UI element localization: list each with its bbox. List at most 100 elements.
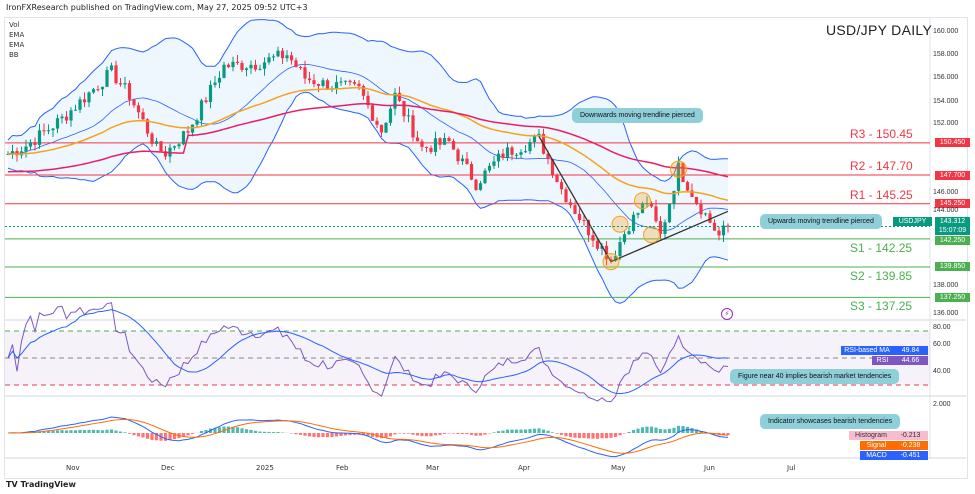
price-axis-label: 160.000 bbox=[933, 27, 959, 35]
macd-histogram-bar bbox=[312, 433, 316, 437]
candle-body bbox=[150, 133, 154, 144]
candle-body bbox=[222, 64, 226, 78]
candle-body bbox=[573, 205, 577, 214]
bb-fill bbox=[8, 19, 728, 304]
legend-ema[interactable]: EMA bbox=[9, 41, 25, 49]
candle-body bbox=[618, 242, 622, 257]
candle-body bbox=[91, 89, 96, 93]
legend-ema[interactable]: EMA bbox=[9, 31, 25, 39]
macd-histogram-bar bbox=[523, 429, 528, 433]
candle-body bbox=[384, 122, 388, 133]
macd-histogram-bar bbox=[609, 433, 613, 438]
candle-body bbox=[424, 146, 429, 148]
candle-body bbox=[339, 81, 343, 83]
macd-histogram-bar bbox=[42, 430, 46, 433]
candle-body bbox=[46, 130, 51, 132]
macd-histogram-bar bbox=[222, 426, 226, 433]
macd-histogram-bar bbox=[699, 431, 703, 433]
macd-histogram-bar bbox=[541, 429, 546, 433]
macd-histogram-bar bbox=[726, 433, 730, 436]
macd-histogram-bar bbox=[618, 433, 622, 436]
price-axis-label: 156.000 bbox=[933, 74, 959, 82]
candle-body bbox=[118, 83, 123, 85]
price-axis-label: 138.000 bbox=[933, 282, 959, 289]
macd-histogram-bar bbox=[460, 433, 465, 435]
candle-body bbox=[708, 213, 712, 223]
candle-body bbox=[388, 108, 393, 123]
candle-body bbox=[204, 100, 208, 103]
candle-body bbox=[24, 146, 28, 152]
macd-value: -0.451 bbox=[893, 451, 928, 460]
candle-body bbox=[253, 64, 258, 70]
macd-histogram-bar bbox=[640, 427, 645, 433]
price-axis-label: 136.000 bbox=[933, 310, 959, 318]
candle-body bbox=[366, 95, 370, 106]
macd-histogram-bar bbox=[456, 433, 460, 434]
candle-body bbox=[501, 153, 505, 158]
candle-body bbox=[622, 234, 627, 243]
candle-body bbox=[726, 225, 730, 227]
date-axis-label: Jun bbox=[704, 464, 715, 472]
macd-histogram-bar bbox=[118, 431, 123, 433]
macd-histogram-bar bbox=[631, 429, 636, 433]
macd-histogram-bar bbox=[645, 426, 649, 433]
macd-histogram-bar bbox=[388, 433, 393, 437]
candle-body bbox=[262, 62, 267, 69]
countdown-tag: 15:07:09 bbox=[935, 226, 970, 236]
candle-body bbox=[483, 170, 487, 184]
callout-downtrend: Downwards moving trendline pierced bbox=[572, 108, 703, 123]
candle-body bbox=[361, 86, 366, 96]
rsi-axis-label: 80.00 bbox=[933, 324, 951, 331]
candle-body bbox=[208, 84, 213, 103]
candle-body bbox=[73, 109, 78, 111]
macd-histogram-bar bbox=[253, 430, 258, 433]
candle-body bbox=[568, 202, 573, 206]
candle-body bbox=[420, 141, 424, 147]
highlight-circle bbox=[670, 160, 687, 178]
signal-value: -0.238 bbox=[893, 441, 928, 450]
legend-vol[interactable]: Vol bbox=[9, 21, 20, 29]
callout-rsi: Figure near 40 implies bearish market te… bbox=[730, 369, 900, 384]
candle-body bbox=[343, 80, 348, 82]
candle-body bbox=[609, 259, 613, 261]
macd-histogram-bar bbox=[87, 429, 91, 433]
candle-body bbox=[82, 99, 87, 103]
flash-icon[interactable]: ⚡ bbox=[721, 308, 733, 320]
candle-body bbox=[289, 55, 294, 61]
candle-body bbox=[199, 100, 204, 121]
candle-body bbox=[640, 203, 645, 214]
candle-body bbox=[100, 86, 105, 90]
tradingview-logo[interactable]: 𝗧𝗩 TradingView bbox=[6, 480, 76, 489]
macd-histogram-bar bbox=[690, 428, 694, 433]
candle-body bbox=[600, 245, 604, 249]
candle-body bbox=[496, 153, 501, 162]
candle-body bbox=[316, 84, 321, 86]
macd-histogram-bar bbox=[406, 433, 411, 434]
candle-body bbox=[649, 203, 654, 207]
macd-histogram-bar bbox=[586, 433, 591, 439]
macd-histogram-bar bbox=[582, 433, 586, 439]
macd-histogram-bar bbox=[181, 433, 186, 437]
macd-histogram-bar bbox=[532, 428, 537, 433]
candle-body bbox=[636, 213, 640, 215]
candle-body bbox=[352, 82, 357, 84]
macd-histogram-bar bbox=[343, 433, 348, 436]
candle-body bbox=[136, 105, 141, 113]
macd-histogram-bar bbox=[96, 430, 100, 433]
macd-histogram-bar bbox=[420, 433, 424, 437]
ema-slow-line bbox=[7, 103, 729, 178]
candle-body bbox=[478, 183, 483, 190]
price-axis-label: 158.000 bbox=[933, 50, 959, 58]
date-axis-label: Feb bbox=[336, 464, 349, 472]
candle-body bbox=[114, 65, 118, 84]
candle-body bbox=[6, 154, 10, 156]
candle-body bbox=[78, 99, 82, 110]
candle-body bbox=[105, 70, 109, 87]
price-axis-label: 144.000 bbox=[933, 207, 959, 214]
candle-body bbox=[303, 67, 307, 79]
legend-bb[interactable]: BB bbox=[9, 51, 19, 59]
candle-body bbox=[654, 206, 658, 222]
macd-histogram-bar bbox=[537, 428, 541, 433]
macd-histogram-bar bbox=[663, 429, 667, 433]
